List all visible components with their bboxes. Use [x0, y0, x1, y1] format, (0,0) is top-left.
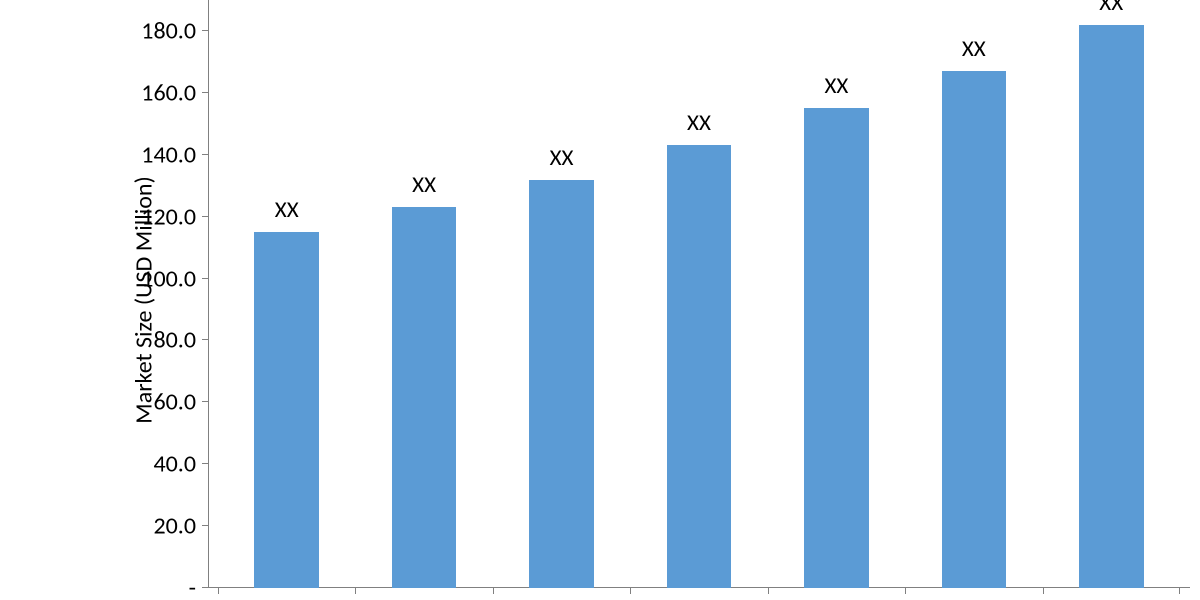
- bar-data-label: XX: [962, 35, 986, 63]
- bar: XX: [529, 180, 594, 589]
- bar-data-label: XX: [1099, 0, 1123, 17]
- bar-data-label: XX: [687, 109, 711, 137]
- bar: XX: [392, 207, 457, 588]
- y-tick-label: 40.0: [153, 450, 208, 479]
- x-tick: [218, 588, 219, 594]
- x-tick: [630, 588, 631, 594]
- bar-data-label: XX: [824, 72, 848, 100]
- bar: XX: [942, 71, 1007, 588]
- bar: XX: [254, 232, 319, 588]
- x-tick: [905, 588, 906, 594]
- bar-slot: XX: [493, 0, 630, 588]
- y-tick-label: -: [189, 574, 208, 600]
- bar-slot: XX: [905, 0, 1042, 588]
- y-tick-label: 20.0: [153, 512, 208, 541]
- y-tick-label: 160.0: [141, 78, 208, 107]
- x-tick: [768, 588, 769, 594]
- bar-slot: XX: [1043, 0, 1180, 588]
- bars-group: XXXXXXXXXXXXXX: [208, 0, 1190, 588]
- bar-data-label: XX: [412, 171, 436, 199]
- plot-area: -20.040.060.080.0100.0120.0140.0160.0180…: [208, 0, 1190, 588]
- x-tick: [1179, 588, 1180, 594]
- bar: XX: [667, 145, 732, 588]
- bar-slot: XX: [768, 0, 905, 588]
- x-tick: [1043, 588, 1044, 594]
- bar: XX: [804, 108, 869, 588]
- x-tick: [493, 588, 494, 594]
- bar: XX: [1079, 25, 1144, 588]
- bar-slot: XX: [630, 0, 767, 588]
- y-tick-label: 80.0: [153, 326, 208, 355]
- market-size-bar-chart: Market Size (USD Million) -20.040.060.08…: [0, 0, 1200, 600]
- y-tick-label: 60.0: [153, 388, 208, 417]
- y-tick-label: 180.0: [141, 16, 208, 45]
- x-tick: [355, 588, 356, 594]
- y-tick-label: 100.0: [141, 264, 208, 293]
- bar-slot: XX: [355, 0, 492, 588]
- y-tick-label: 120.0: [141, 202, 208, 231]
- bar-data-label: XX: [550, 144, 574, 172]
- bar-data-label: XX: [275, 196, 299, 224]
- y-tick-label: 140.0: [141, 140, 208, 169]
- bar-slot: XX: [218, 0, 355, 588]
